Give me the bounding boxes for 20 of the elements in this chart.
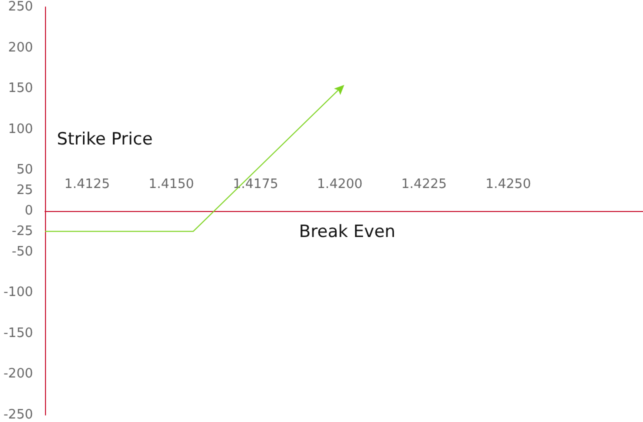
y-tick-label: 200 [8,40,33,56]
y-tick-label: 0 [24,204,33,218]
x-tick-label: 1.4125 [64,177,110,192]
y-tick-label: 150 [8,81,33,96]
y-tick-label: 50 [16,162,33,178]
annotation: Break Even [298,222,396,242]
y-tick-label: 25 [16,183,33,198]
y-tick-label: -150 [3,326,33,341]
y-tick-label: -250 [3,408,33,422]
y-tick-label: 100 [8,122,33,137]
y-tick-label: -100 [3,285,33,300]
y-tick-label: -200 [3,366,33,382]
y-tick-label: -25 [12,224,33,239]
annotation: Strike Price [56,129,153,150]
x-tick-label: 1.4150 [148,177,194,192]
x-tick-label: 1.4225 [401,177,447,192]
y-tick-label: -50 [12,244,33,260]
x-tick-label: 1.4250 [485,177,531,192]
y-tick-label: 250 [8,0,33,14]
x-tick-label: 1.4200 [317,177,363,192]
